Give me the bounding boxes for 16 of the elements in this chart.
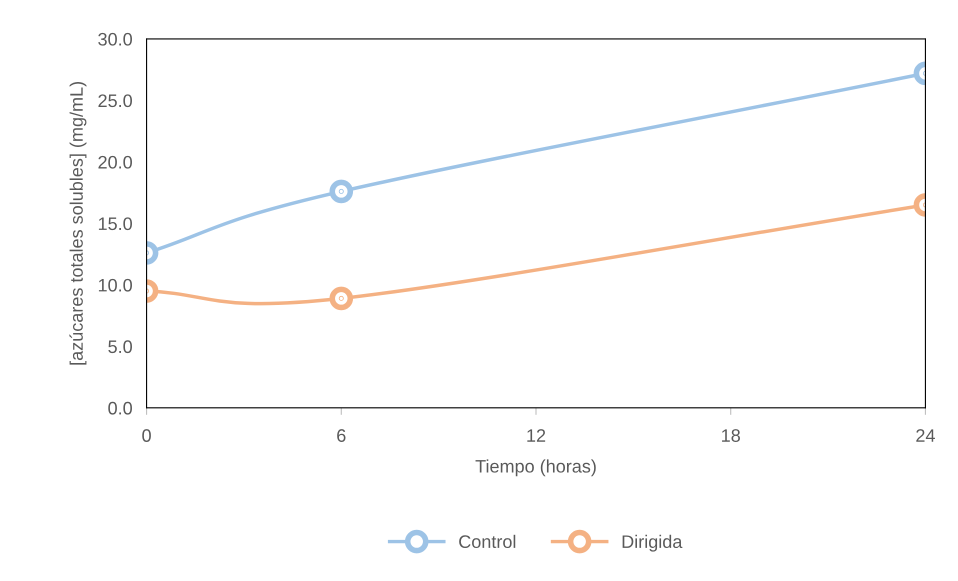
legend-label: Control [459, 534, 516, 548]
y-tick-label: 30.0 [98, 32, 132, 46]
x-tick-label: 12 [527, 429, 546, 442]
legend-label: Dirigida [622, 534, 682, 552]
y-tick-label: 0.0 [108, 402, 132, 415]
y-tick-label: 5.0 [108, 340, 132, 354]
y-tick-label: 25.0 [98, 94, 132, 108]
y-axis-title: [azúcares totales solubles] (mg/mL) [69, 82, 86, 365]
y-tick-label: 15.0 [98, 217, 132, 230]
y-tick-label: 10.0 [98, 278, 132, 292]
x-tick-label: 6 [337, 429, 346, 442]
x-tick-label: 0 [142, 429, 151, 442]
y-tick-label: 20.0 [98, 156, 132, 169]
x-tick-label: 18 [722, 429, 740, 442]
x-axis-title: Tiempo (horas) [476, 459, 596, 476]
x-tick-label: 24 [916, 429, 935, 442]
